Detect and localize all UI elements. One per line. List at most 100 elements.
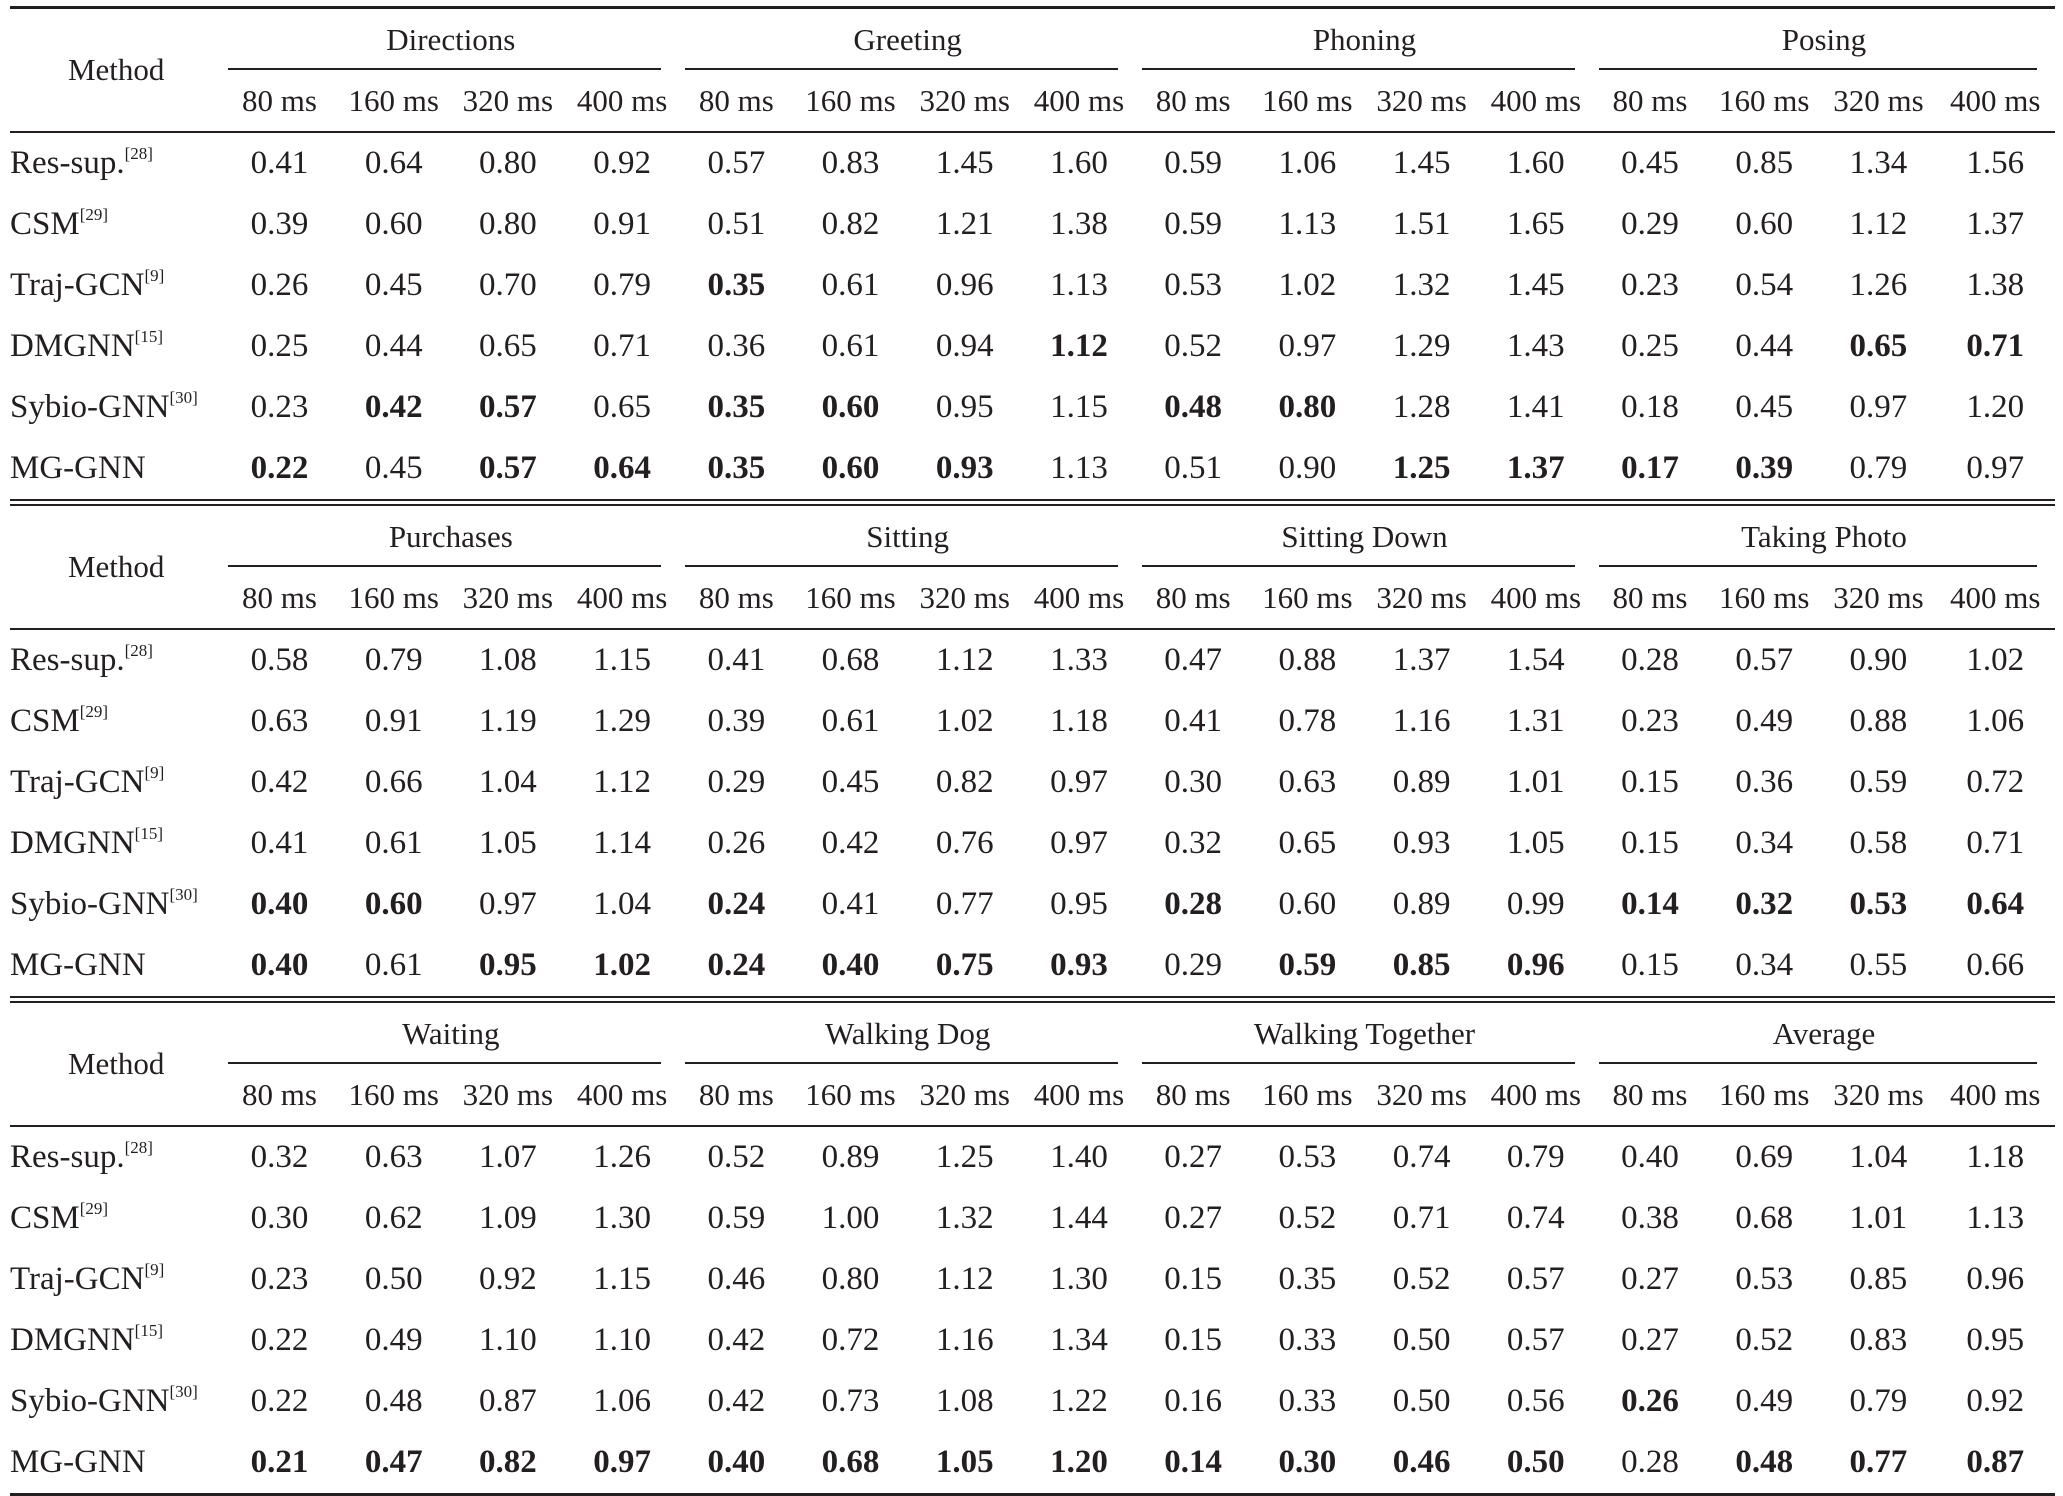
value-cell: 0.42 — [821, 825, 880, 861]
horizon-header: 320 ms — [462, 82, 554, 118]
method-label: MG-GNN — [10, 1444, 146, 1480]
value-cell: 0.23 — [1621, 703, 1679, 739]
group-header: Greeting — [679, 6, 1137, 71]
value-cell: 0.57 — [451, 377, 565, 438]
value-cell: 0.59 — [1164, 206, 1223, 242]
value-cell: 1.25 — [907, 1125, 1022, 1188]
method-label: Res-sup. — [10, 1139, 125, 1175]
value-cell: 0.24 — [679, 935, 793, 1000]
value-cell: 1.02 — [565, 935, 679, 1000]
value-cell: 1.33 — [1021, 628, 1137, 691]
best-value: 0.40 — [250, 947, 309, 983]
table-row: Sybio-GNN[30] 0.23 0.42 0.57 0.65 0.35 0.60 0.9… — [10, 377, 2055, 438]
value-cell: 0.80 — [821, 1261, 880, 1297]
table-row: Sybio-GNN[30] 0.40 0.60 0.97 1.04 0.24 0.41 0.7… — [10, 874, 2055, 935]
value-cell: 0.74 — [1506, 1200, 1565, 1236]
value-cell: 0.29 — [1621, 206, 1679, 242]
citation-ref: [29] — [79, 702, 109, 721]
value-cell: 1.45 — [1364, 131, 1479, 194]
value-cell: 0.53 — [1821, 874, 1935, 935]
value-cell: 0.82 — [935, 764, 994, 800]
value-cell: 0.97 — [479, 886, 537, 922]
horizon-header: 160 ms — [348, 1076, 439, 1112]
best-value: 1.12 — [1050, 328, 1108, 364]
value-cell: 0.22 — [250, 1322, 309, 1358]
value-cell: 0.18 — [1621, 389, 1679, 425]
value-cell: 0.70 — [479, 267, 537, 303]
header-row-horizons: 80 ms 160 ms 320 ms 400 ms 80 ms 160 ms 320 ms… — [10, 567, 2055, 629]
value-cell: 0.52 — [1278, 1200, 1337, 1236]
value-cell: 0.87 — [1935, 1432, 2055, 1496]
value-cell: 0.42 — [337, 377, 451, 438]
horizon-header: 160 ms — [1262, 579, 1353, 615]
value-cell: 1.34 — [1821, 131, 1936, 194]
citation-ref: [9] — [144, 1260, 165, 1279]
value-cell: 0.23 — [250, 1261, 309, 1297]
table-row: MG-GNN 0.22 0.45 0.57 0.64 0.35 0.60 0.93 1.13 0.… — [10, 438, 2055, 503]
value-cell: 0.66 — [1966, 947, 2025, 983]
value-cell: 0.61 — [364, 947, 423, 983]
value-cell: 0.59 — [707, 1200, 766, 1236]
value-cell: 0.26 — [250, 267, 309, 303]
value-cell: 0.59 — [1136, 131, 1251, 194]
method-name: CSM[29] — [10, 1188, 222, 1249]
value-cell: 0.72 — [821, 1322, 880, 1358]
value-cell: 0.28 — [1592, 628, 1708, 691]
value-cell: 0.57 — [451, 438, 565, 503]
method-label: MG-GNN — [10, 450, 146, 486]
value-cell: 1.16 — [935, 1322, 994, 1358]
value-cell: 0.60 — [1278, 886, 1337, 922]
horizon-header: 80 ms — [1612, 579, 1688, 615]
best-value: 0.77 — [1849, 1444, 1908, 1480]
value-cell: 1.02 — [1935, 628, 2055, 691]
value-cell: 0.41 — [1164, 703, 1223, 739]
value-cell: 0.62 — [364, 1200, 423, 1236]
value-cell: 1.08 — [450, 628, 565, 691]
value-cell: 0.44 — [1735, 328, 1794, 364]
value-cell: 1.37 — [1364, 628, 1479, 691]
value-cell: 1.15 — [1050, 389, 1108, 425]
value-cell: 0.90 — [1278, 450, 1337, 486]
table-row: Traj-GCN[9] 0.26 0.45 0.70 0.79 0.35 0.61 0.96 1… — [10, 255, 2055, 316]
value-cell: 0.63 — [250, 703, 309, 739]
method-label: Res-sup. — [10, 642, 125, 678]
value-cell: 0.93 — [908, 438, 1022, 503]
value-cell: 1.30 — [1050, 1261, 1108, 1297]
best-value: 1.37 — [1506, 450, 1565, 486]
value-cell: 0.83 — [1849, 1322, 1908, 1358]
method-name: MG-GNN — [10, 935, 222, 1000]
group-label: Greeting — [853, 21, 962, 57]
value-cell: 1.38 — [1966, 267, 2025, 303]
citation-ref: [15] — [134, 824, 163, 843]
value-cell: 1.20 — [1966, 389, 2025, 425]
best-value: 0.93 — [1050, 947, 1108, 983]
group-label: Walking Dog — [824, 1015, 991, 1051]
value-cell: 1.06 — [1966, 703, 2025, 739]
value-cell: 0.45 — [1592, 131, 1708, 194]
value-cell: 0.68 — [1735, 1200, 1794, 1236]
group-header: Purchases — [222, 499, 680, 570]
best-value: 0.80 — [1278, 389, 1337, 425]
horizon-header: 400 ms — [576, 82, 668, 118]
citation-ref: [29] — [79, 205, 109, 224]
best-value: 0.95 — [479, 947, 537, 983]
group-header: Walking Together — [1136, 996, 1593, 1067]
best-value: 0.68 — [821, 1444, 880, 1480]
horizon-header: 400 ms — [1033, 1076, 1125, 1112]
method-name: DMGNN[15] — [10, 1310, 222, 1371]
value-cell: 1.37 — [1479, 438, 1593, 503]
value-cell: 0.92 — [1966, 1383, 2025, 1419]
value-cell: 0.39 — [707, 703, 766, 739]
group-header: Walking Dog — [679, 996, 1137, 1067]
value-cell: 1.65 — [1506, 206, 1565, 242]
value-cell: 0.28 — [1136, 874, 1250, 935]
best-value: 0.85 — [1392, 947, 1451, 983]
value-cell: 0.82 — [821, 206, 880, 242]
group-header: Phoning — [1136, 6, 1593, 71]
method-label: CSM — [10, 1200, 80, 1236]
best-value: 0.35 — [707, 389, 766, 425]
method-name: Sybio-GNN[30] — [10, 1371, 222, 1432]
citation-ref: [28] — [124, 1138, 153, 1157]
table-row: DMGNN[15] 0.41 0.61 1.05 1.14 0.26 0.42 0.76 0.9… — [10, 813, 2055, 874]
table-row: DMGNN[15] 0.22 0.49 1.10 1.10 0.42 0.72 1.16 1.3… — [10, 1310, 2055, 1371]
